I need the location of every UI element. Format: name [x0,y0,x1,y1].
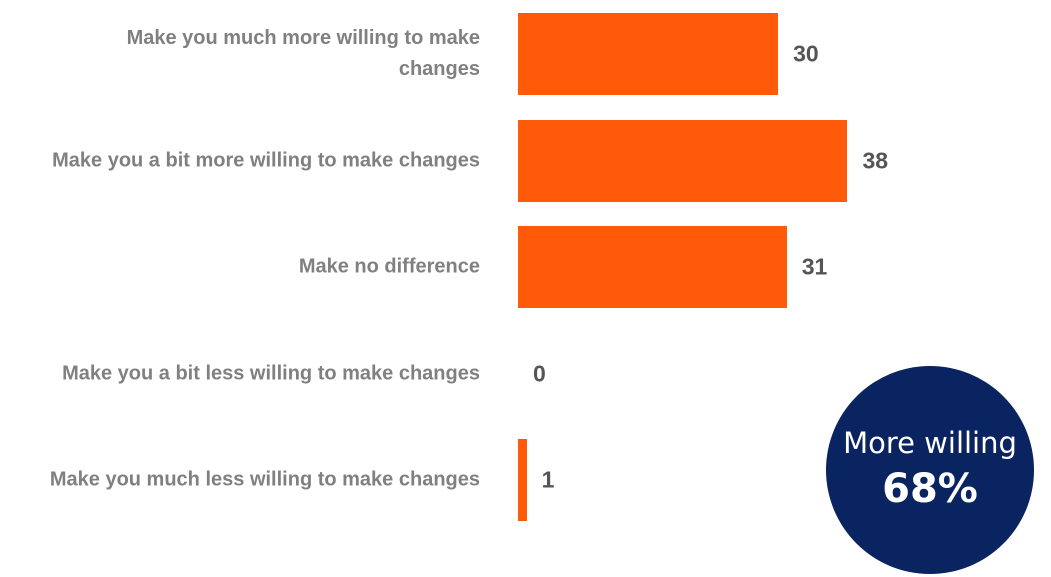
value-label: 31 [801,253,828,280]
value-label: 0 [533,360,546,386]
category-label: Make you much less willing to make chang… [49,468,480,491]
bar [518,119,848,202]
bar [518,13,779,95]
value-label: 30 [793,40,819,67]
category-label: Make no difference [298,255,480,278]
value-label: 38 [862,147,889,173]
category-label: Make you much more willing to make chang… [126,27,480,80]
bar [518,226,787,308]
category-label: Make you a bit more willing to make chan… [52,149,480,171]
category-label: Make you a bit less willing to make chan… [62,362,480,384]
annotation-label: More willing [843,426,1017,460]
value-label: 1 [541,466,555,493]
annotation-circle: More willing 68% [826,366,1034,574]
annotation-value: 68% [882,466,978,512]
bar [518,439,527,521]
